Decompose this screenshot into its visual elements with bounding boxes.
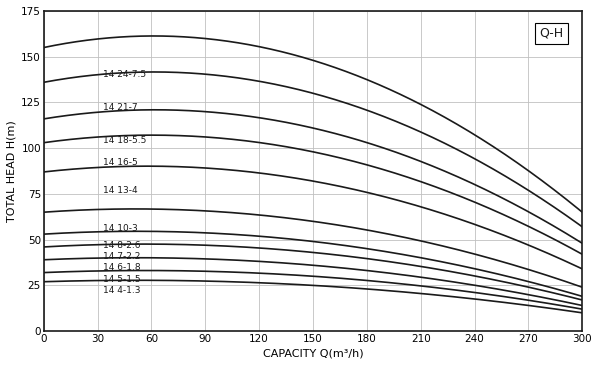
Y-axis label: TOTAL HEAD H(m): TOTAL HEAD H(m) <box>7 120 17 222</box>
Text: 14 16-5: 14 16-5 <box>103 158 138 167</box>
Text: 14 13-4: 14 13-4 <box>103 186 138 195</box>
X-axis label: CAPACITY Q(m³/h): CAPACITY Q(m³/h) <box>263 348 364 358</box>
Text: 14 21-7: 14 21-7 <box>103 103 138 112</box>
Text: 14 5-1.5: 14 5-1.5 <box>103 275 141 284</box>
Text: 14 4-1.3: 14 4-1.3 <box>103 287 141 295</box>
Text: 14 7-2.2: 14 7-2.2 <box>103 251 140 261</box>
Text: 14 6-1.8: 14 6-1.8 <box>103 262 141 272</box>
Text: 14 18-5.5: 14 18-5.5 <box>103 137 146 145</box>
Text: Q-H: Q-H <box>539 27 564 40</box>
Text: 14 8-2.6: 14 8-2.6 <box>103 241 141 250</box>
Text: 14 10-3: 14 10-3 <box>103 224 138 233</box>
Text: 14 24-7.5: 14 24-7.5 <box>103 70 146 80</box>
